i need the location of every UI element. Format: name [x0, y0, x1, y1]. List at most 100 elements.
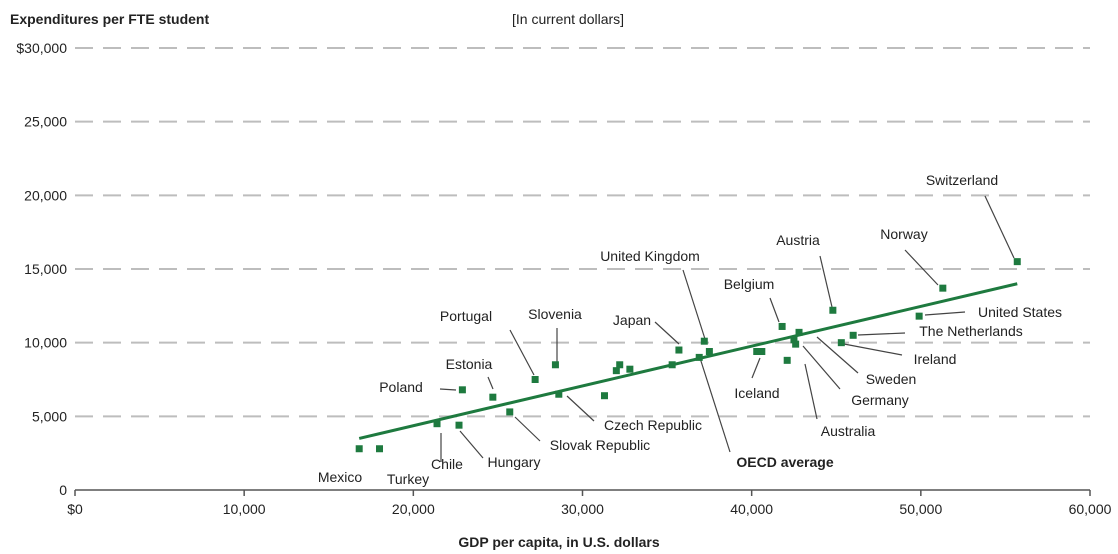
leader-line: [843, 343, 903, 356]
data-point: [915, 312, 923, 320]
data-point: [626, 365, 634, 373]
x-tick-label: $0: [67, 501, 83, 517]
leader-line: [802, 345, 841, 390]
data-point: [1013, 258, 1021, 266]
point-label: Slovak Republic: [550, 437, 650, 453]
point-label: Czech Republic: [604, 417, 702, 433]
point-label: United Kingdom: [600, 248, 700, 264]
leader-line: [682, 269, 706, 340]
annotation-leaders: [439, 195, 1015, 462]
leader-line: [514, 416, 541, 442]
y-tick-label: 15,000: [24, 261, 67, 277]
x-axis: $0 10,000 20,000 30,000 40,000 50,000 60,000: [67, 489, 1112, 517]
y-tick-label: 0: [59, 482, 67, 498]
leader-line: [654, 321, 680, 345]
point-label: Hungary: [488, 454, 541, 470]
x-tick-label: 30,000: [561, 501, 604, 517]
point-label: Switzerland: [926, 172, 998, 188]
point-label: OECD average: [736, 454, 833, 470]
data-point: [758, 348, 766, 356]
leader-line: [509, 329, 535, 376]
data-point: [506, 408, 514, 416]
data-point: [849, 331, 857, 339]
data-point: [433, 420, 441, 428]
x-tick-label: 20,000: [392, 501, 435, 517]
data-point: [705, 348, 713, 356]
data-point: [600, 392, 608, 400]
point-label: Sweden: [866, 371, 917, 387]
chart-subtitle: [In current dollars]: [512, 11, 625, 27]
point-label: Germany: [851, 392, 909, 408]
data-point: [837, 339, 845, 347]
point-label: Iceland: [734, 385, 779, 401]
y-axis-title: Expenditures per FTE student: [10, 11, 210, 27]
trend-line-group: [358, 282, 1018, 440]
leader-line: [904, 249, 939, 286]
y-tick-label: $30,000: [16, 40, 67, 56]
x-tick-label: 40,000: [730, 501, 773, 517]
leader-line: [751, 357, 761, 379]
x-axis-title: GDP per capita, in U.S. dollars: [458, 534, 660, 550]
y-tick-label: 25,000: [24, 114, 67, 130]
leader-line: [699, 357, 731, 453]
data-point: [792, 340, 800, 348]
x-tick-label: 60,000: [1069, 501, 1112, 517]
data-point: [612, 367, 620, 375]
leader-line: [459, 430, 484, 459]
data-point: [551, 361, 559, 369]
y-tick-label: 5,000: [32, 408, 67, 424]
point-label: Norway: [880, 226, 927, 242]
point-label: Mexico: [318, 469, 363, 485]
x-tick-label: 10,000: [223, 501, 266, 517]
data-point: [616, 361, 624, 369]
data-point: [355, 445, 363, 453]
point-label: Poland: [379, 379, 423, 395]
point-label: Austria: [776, 232, 820, 248]
point-label: Belgium: [724, 276, 775, 292]
data-point: [555, 390, 563, 398]
data-point: [700, 337, 708, 345]
data-point: [668, 361, 676, 369]
leader-line: [804, 363, 818, 420]
y-axis-ticks: 0 5,000 10,000 15,000 20,000 25,000 $30,000: [16, 40, 67, 498]
data-point: [458, 386, 466, 394]
point-label: United States: [978, 304, 1062, 320]
point-label: Portugal: [440, 308, 492, 324]
data-point: [778, 322, 786, 330]
data-point: [790, 336, 798, 344]
point-label: Chile: [431, 456, 463, 472]
leader-line: [924, 311, 966, 316]
point-label: Ireland: [914, 351, 957, 367]
data-points: [355, 258, 1021, 453]
data-point: [531, 376, 539, 383]
point-label: The Netherlands: [919, 323, 1023, 339]
leader-line: [857, 332, 906, 336]
y-tick-label: 10,000: [24, 335, 67, 351]
point-label: Japan: [613, 312, 651, 328]
data-point: [489, 393, 497, 401]
data-point: [795, 328, 803, 336]
leader-line: [566, 395, 595, 422]
leader-line: [984, 195, 1015, 259]
data-point: [783, 356, 791, 364]
data-point: [939, 284, 947, 292]
leader-line: [487, 376, 494, 390]
grid-lines: [75, 47, 1090, 418]
data-point: [455, 421, 463, 429]
data-point: [829, 306, 837, 314]
data-point: [753, 348, 761, 356]
leader-line: [819, 255, 833, 308]
x-tick-label: 50,000: [899, 501, 942, 517]
point-label: Estonia: [446, 356, 493, 372]
leader-line: [769, 297, 780, 323]
leader-line: [816, 336, 859, 374]
leader-line: [439, 388, 457, 391]
data-point: [675, 346, 683, 354]
y-tick-label: 20,000: [24, 187, 67, 203]
data-point: [695, 353, 703, 361]
trend-line: [358, 282, 1018, 440]
data-point: [376, 445, 383, 453]
point-label: Australia: [821, 423, 876, 439]
